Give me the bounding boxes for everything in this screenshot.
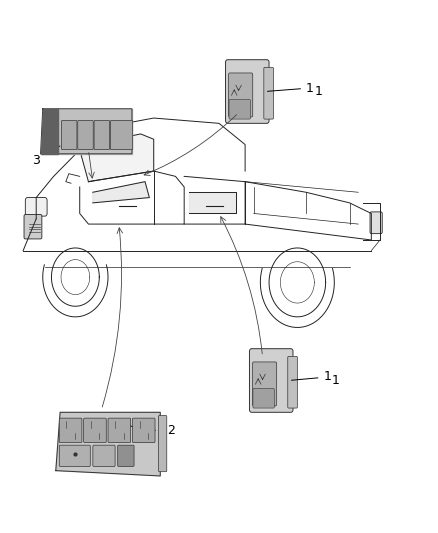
Polygon shape [56, 413, 160, 476]
Polygon shape [188, 192, 237, 214]
FancyBboxPatch shape [24, 215, 42, 239]
FancyBboxPatch shape [288, 357, 297, 408]
FancyBboxPatch shape [226, 60, 269, 123]
Text: 1: 1 [315, 85, 323, 98]
FancyBboxPatch shape [84, 418, 106, 442]
FancyBboxPatch shape [118, 445, 134, 466]
FancyBboxPatch shape [253, 362, 277, 406]
FancyBboxPatch shape [59, 418, 82, 442]
FancyBboxPatch shape [229, 73, 253, 117]
Text: 1: 1 [291, 370, 331, 384]
Text: 1: 1 [332, 374, 340, 387]
FancyBboxPatch shape [61, 120, 77, 150]
FancyBboxPatch shape [59, 445, 90, 466]
FancyBboxPatch shape [264, 67, 273, 119]
Polygon shape [80, 134, 154, 182]
FancyBboxPatch shape [78, 120, 93, 150]
FancyBboxPatch shape [370, 212, 382, 233]
FancyBboxPatch shape [110, 120, 133, 150]
FancyBboxPatch shape [25, 198, 47, 216]
Polygon shape [93, 182, 149, 203]
Polygon shape [41, 109, 58, 154]
FancyBboxPatch shape [108, 418, 131, 442]
FancyBboxPatch shape [94, 120, 110, 150]
Polygon shape [41, 109, 132, 154]
FancyBboxPatch shape [132, 418, 155, 442]
FancyBboxPatch shape [250, 349, 293, 413]
Text: 3: 3 [32, 154, 40, 167]
Text: 1: 1 [268, 82, 314, 94]
FancyBboxPatch shape [253, 389, 274, 408]
FancyBboxPatch shape [93, 445, 115, 466]
FancyBboxPatch shape [229, 100, 251, 119]
FancyBboxPatch shape [159, 416, 167, 472]
Text: 2: 2 [167, 424, 175, 438]
